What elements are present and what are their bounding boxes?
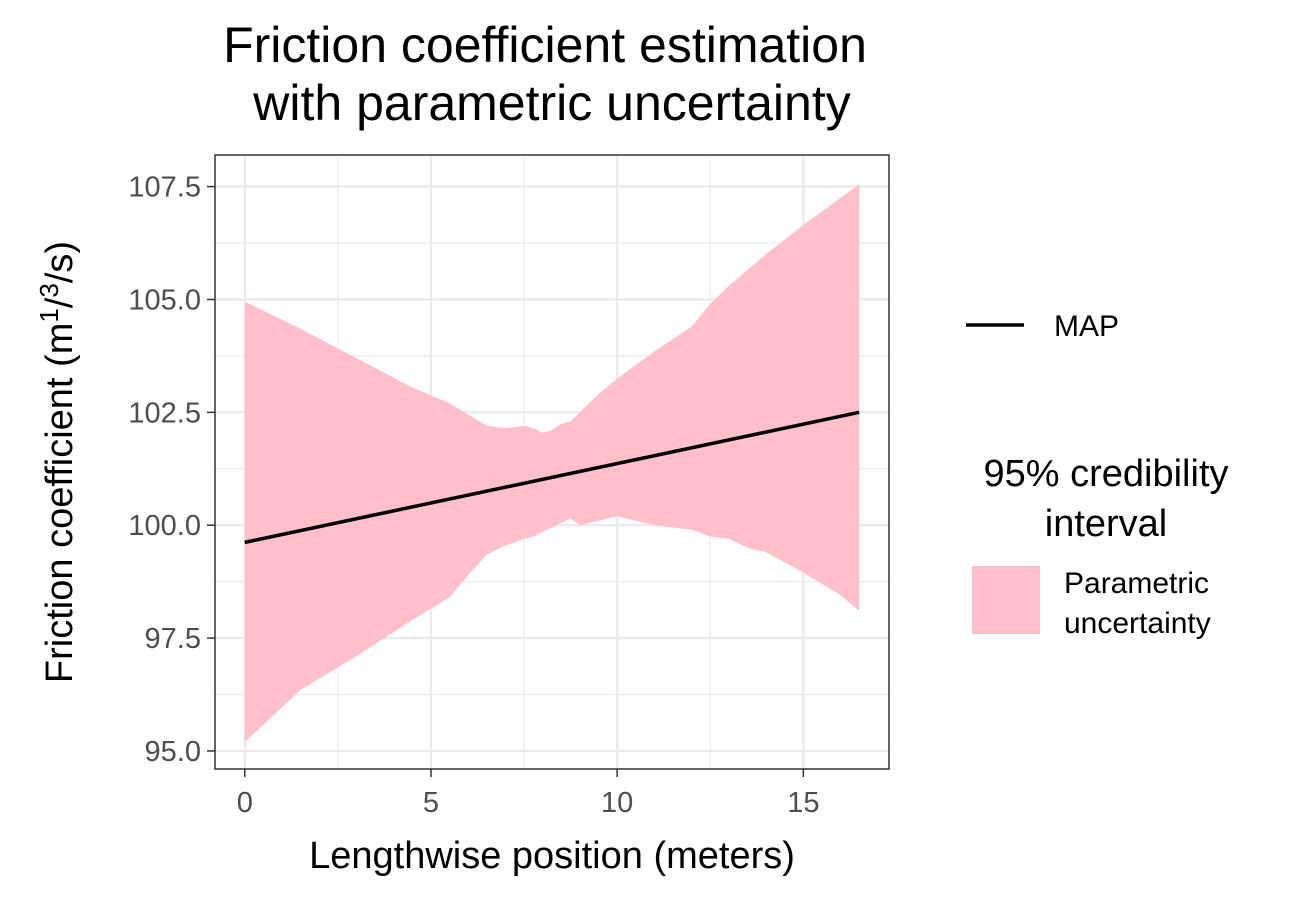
y-axis-title: Friction coefficient (m1/3/s) [34, 241, 81, 683]
legend: MAP 95% credibility interval Parametric … [966, 310, 1229, 640]
chart-title-line-1: Friction coefficient estimation [223, 17, 867, 73]
x-tick-label: 0 [237, 787, 253, 819]
y-axis-title-suffix: /s) [39, 241, 81, 283]
plot-border [214, 154, 890, 770]
legend-uncertainty-label-line-2: uncertainty [1064, 607, 1211, 640]
y-tick-label: 102.5 [128, 397, 201, 429]
y-tick-label: 105.0 [128, 284, 201, 316]
legend-uncertainty-label-line-1: Parametric [1064, 567, 1209, 600]
plot-panel [214, 154, 890, 770]
x-tick-label: 15 [787, 787, 819, 819]
y-axis-title-sup-2: 3 [34, 283, 64, 297]
x-tick-label: 10 [601, 787, 633, 819]
uncertainty-ribbon [244, 184, 860, 742]
map-line [244, 410, 860, 545]
y-axis: 95.0 97.5 100.0 102.5 105.0 107.5 [128, 172, 215, 768]
legend-fill-title-line-1: 95% credibility [984, 453, 1229, 495]
legend-fill-title-line-2: interval [1045, 503, 1168, 545]
y-tick-label: 95.0 [145, 736, 201, 768]
x-axis-title: Lengthwise position (meters) [309, 835, 795, 877]
y-tick-label: 100.0 [128, 510, 201, 542]
x-tick-label: 5 [423, 787, 439, 819]
legend-map-label: MAP [1054, 310, 1119, 343]
y-axis-title-slash: / [39, 297, 81, 308]
legend-uncertainty-key [972, 566, 1040, 634]
y-tick-label: 107.5 [128, 172, 201, 204]
x-axis: 0 5 10 15 [237, 769, 819, 819]
chart-title-line-2: with parametric uncertainty [252, 75, 850, 131]
y-axis-title-sup-1: 1 [34, 308, 64, 322]
y-axis-title-prefix: Friction coefficient (m [39, 323, 81, 683]
y-tick-label: 97.5 [145, 623, 201, 655]
